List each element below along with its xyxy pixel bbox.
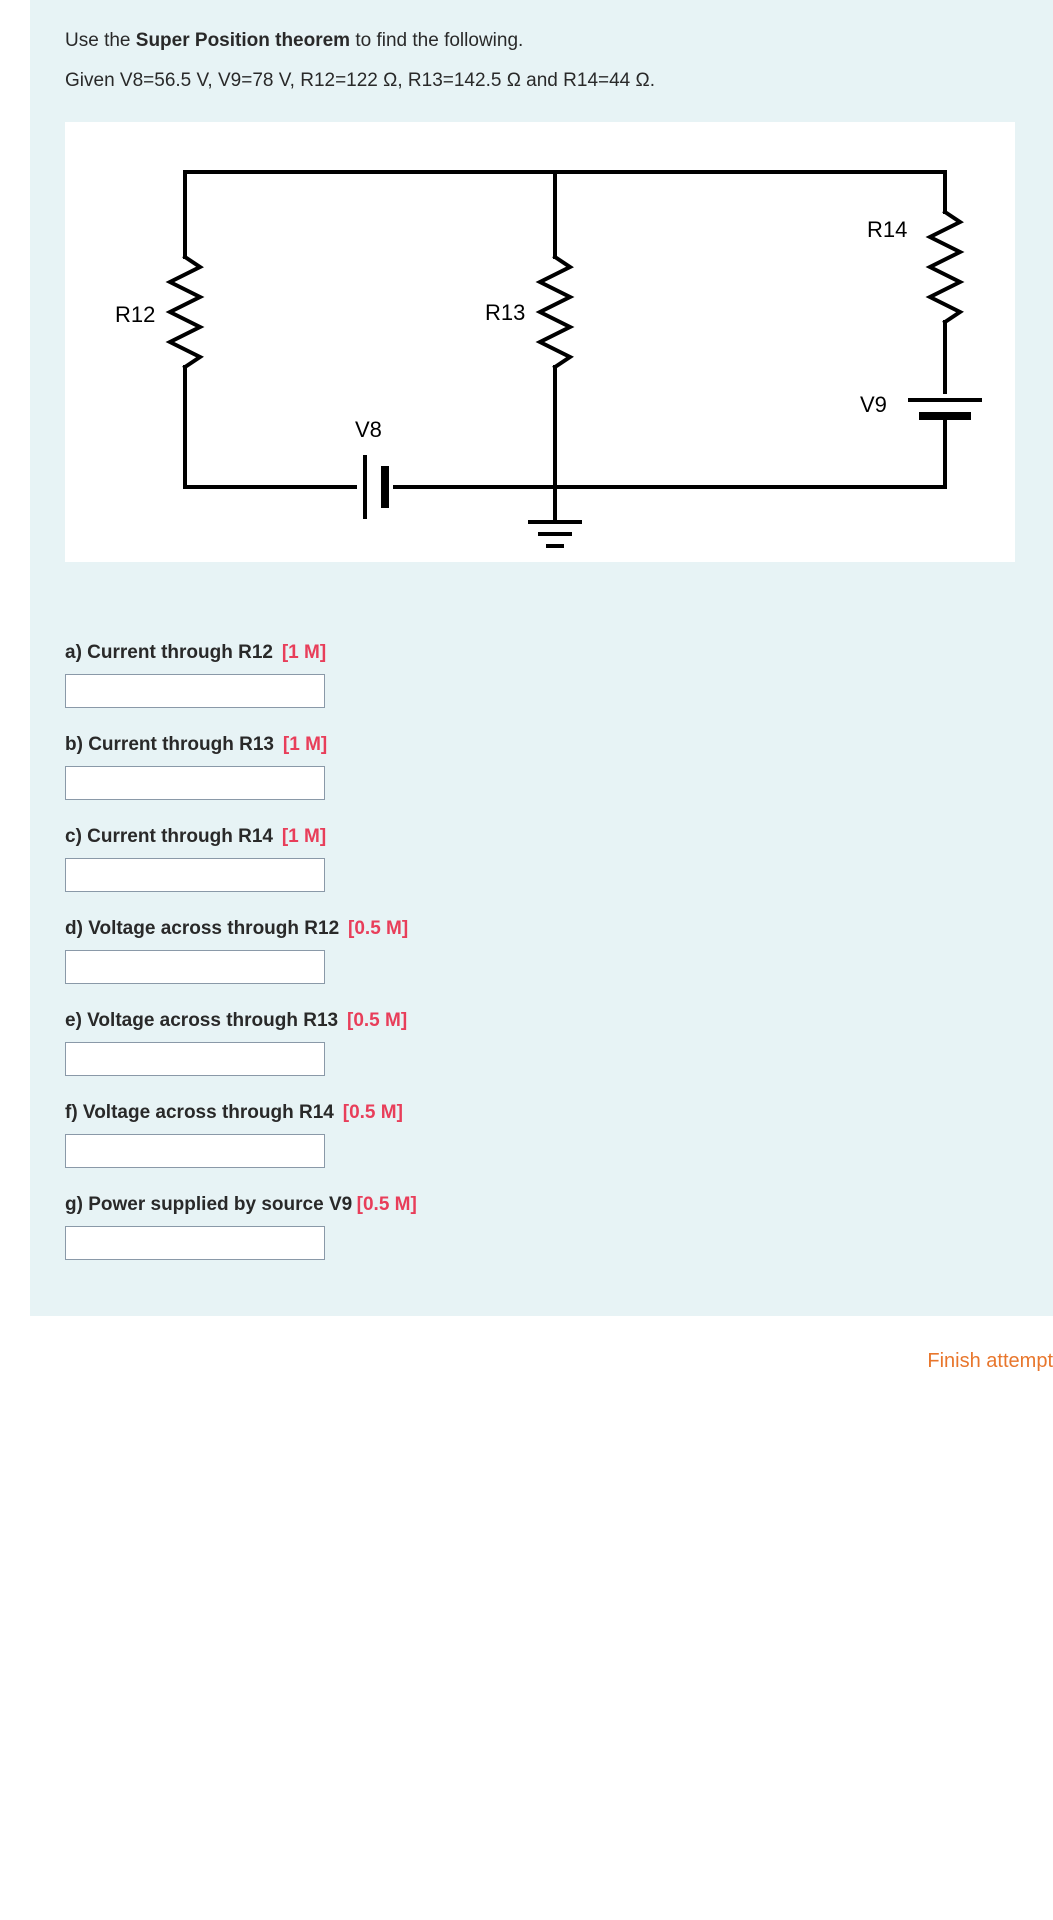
question-label: a) Current through R12	[65, 642, 273, 663]
answer-input-f[interactable]	[65, 1134, 325, 1168]
question-marks: [0.5 M]	[343, 1102, 403, 1123]
question-label: d) Voltage across through R12	[65, 918, 339, 939]
question-label: g) Power supplied by source V9	[65, 1194, 352, 1215]
question-marks: [1 M]	[282, 642, 326, 663]
answer-input-g[interactable]	[65, 1226, 325, 1260]
question-d: d) Voltage across through R12 [0.5 M]	[65, 918, 1053, 984]
answer-input-a[interactable]	[65, 674, 325, 708]
question-c: c) Current through R14 [1 M]	[65, 826, 1053, 892]
answer-input-c[interactable]	[65, 858, 325, 892]
question-marks: [1 M]	[283, 734, 327, 755]
question-marks: [0.5 M]	[357, 1194, 417, 1215]
label-r13: R13	[485, 300, 525, 326]
question-a: a) Current through R12 [1 M]	[65, 642, 1053, 708]
circuit-svg	[65, 122, 1015, 562]
question-marks: [0.5 M]	[348, 918, 408, 939]
question-label: c) Current through R14	[65, 826, 273, 847]
finish-row: Finish attempt	[30, 1316, 1053, 1413]
answer-input-e[interactable]	[65, 1042, 325, 1076]
question-e: e) Voltage across through R13 [0.5 M]	[65, 1010, 1053, 1076]
question-marks: [0.5 M]	[347, 1010, 407, 1031]
answer-input-b[interactable]	[65, 766, 325, 800]
question-f: f) Voltage across through R14 [0.5 M]	[65, 1102, 1053, 1168]
circuit-diagram: R12 R13 R14 V8 V9	[65, 122, 1015, 562]
question-marks: [1 M]	[282, 826, 326, 847]
question-label: b) Current through R13	[65, 734, 274, 755]
label-r14: R14	[867, 217, 907, 243]
question-label: f) Voltage across through R14	[65, 1102, 334, 1123]
intro-text: Use the Super Position theorem to find t…	[65, 30, 1053, 52]
label-r12: R12	[115, 302, 155, 328]
given-text: Given V8=56.5 V, V9=78 V, R12=122 Ω, R13…	[65, 70, 1053, 92]
intro-suffix: to find the following.	[350, 30, 523, 51]
question-b: b) Current through R13 [1 M]	[65, 734, 1053, 800]
intro-prefix: Use the	[65, 30, 136, 51]
question-label: e) Voltage across through R13	[65, 1010, 338, 1031]
label-v8: V8	[355, 417, 382, 443]
question-panel: Use the Super Position theorem to find t…	[30, 0, 1053, 1316]
finish-attempt-link[interactable]: Finish attempt	[927, 1350, 1053, 1372]
intro-bold: Super Position theorem	[136, 30, 350, 51]
answer-input-d[interactable]	[65, 950, 325, 984]
question-g: g) Power supplied by source V9 [0.5 M]	[65, 1194, 1053, 1260]
label-v9: V9	[860, 392, 887, 418]
